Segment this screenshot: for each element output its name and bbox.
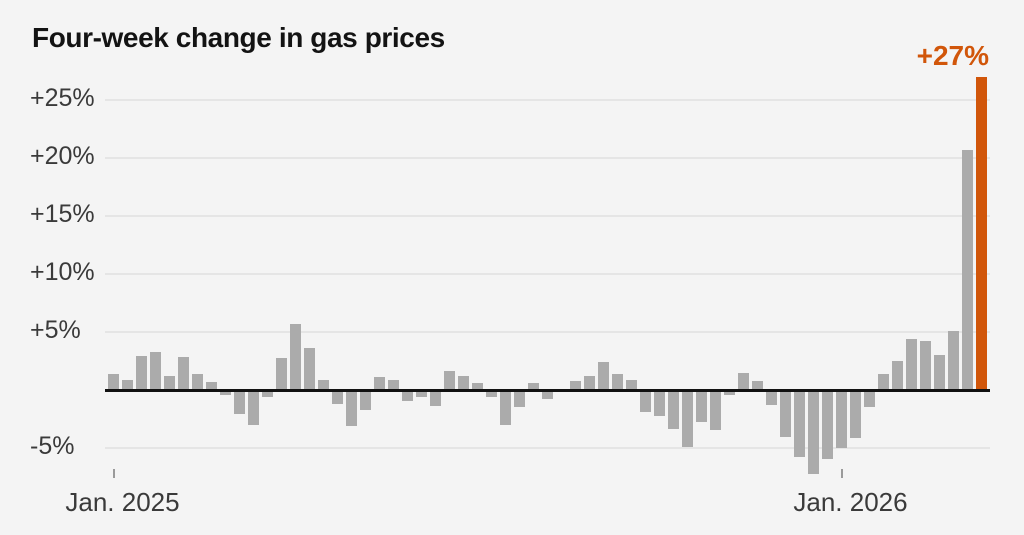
gridline: [105, 215, 990, 217]
bar: [178, 357, 189, 391]
bar: [108, 374, 119, 391]
x-axis-tick: [840, 469, 843, 478]
bar: [304, 348, 315, 391]
bar: [500, 391, 511, 425]
bar: [794, 391, 805, 457]
highlight-value-label: +27%: [916, 40, 989, 71]
bar: [444, 371, 455, 391]
bar: [150, 352, 161, 391]
bar: [752, 381, 763, 391]
bar: [626, 380, 637, 391]
y-axis-label: +5%: [30, 316, 81, 344]
bar: [374, 377, 385, 391]
bar: [878, 374, 889, 391]
bar: [822, 391, 833, 459]
bar: [388, 380, 399, 391]
gridline: [105, 157, 990, 159]
x-axis-tick: [112, 469, 115, 478]
bar: [920, 341, 931, 391]
x-axis-label: Jan. 2026: [793, 487, 908, 517]
bar: [780, 391, 791, 437]
bar: [332, 391, 343, 404]
bar: [864, 391, 875, 407]
bar: [248, 391, 259, 425]
bar: [402, 391, 413, 401]
gridline: [105, 273, 990, 275]
bar: [136, 356, 147, 391]
bar: [486, 391, 497, 397]
bar: [234, 391, 245, 414]
gridline: [105, 447, 990, 449]
bar: [528, 383, 539, 391]
bar: [262, 391, 273, 397]
gridline: [105, 331, 990, 333]
bar: [724, 391, 735, 395]
y-axis-label: +10%: [30, 258, 95, 286]
bar: [346, 391, 357, 426]
bar: [892, 361, 903, 391]
gridline: [105, 99, 990, 101]
y-axis-label: +15%: [30, 200, 95, 228]
bar: [584, 376, 595, 392]
bar: [430, 391, 441, 406]
bar: [850, 391, 861, 438]
y-axis-label: +25%: [30, 84, 95, 112]
chart-title: Four-week change in gas prices: [32, 22, 445, 53]
bar: [710, 391, 721, 430]
bar: [206, 382, 217, 391]
bar: [906, 339, 917, 391]
bar: [948, 331, 959, 391]
bar: [318, 380, 329, 391]
bar: [696, 391, 707, 422]
zero-axis-line: [105, 389, 990, 392]
bar: [682, 391, 693, 447]
bar: [164, 376, 175, 391]
bar: [766, 391, 777, 405]
x-axis-label: Jan. 2025: [65, 487, 180, 517]
bar: [122, 380, 133, 391]
bar: [962, 150, 973, 391]
bar: [290, 324, 301, 391]
bar: [472, 383, 483, 391]
bar: [220, 391, 231, 395]
bar: [276, 358, 287, 391]
bar: [934, 355, 945, 391]
bar: [654, 391, 665, 416]
bar: [598, 362, 609, 391]
bar: [612, 374, 623, 391]
bar: [458, 376, 469, 391]
bar: [738, 373, 749, 391]
highlight-bar: [976, 77, 987, 391]
bar: [416, 391, 427, 397]
bar: [360, 391, 371, 410]
bar: [640, 391, 651, 412]
bar: [192, 374, 203, 391]
y-axis-label: +20%: [30, 142, 95, 170]
y-axis-label: -5%: [30, 432, 75, 460]
bar: [668, 391, 679, 429]
bar: [514, 391, 525, 407]
bar: [808, 391, 819, 474]
bar: [570, 381, 581, 391]
bar: [836, 391, 847, 448]
bar: [542, 391, 553, 399]
